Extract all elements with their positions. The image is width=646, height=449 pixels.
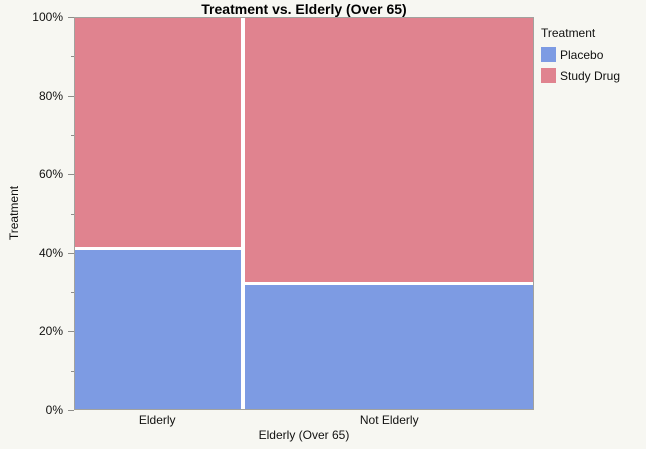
y-tick-mark-major — [68, 410, 74, 411]
y-tick-label: 0% — [45, 403, 63, 417]
mosaic-plot — [74, 17, 534, 410]
y-tick-label: 80% — [38, 89, 63, 103]
y-tick-mark-major — [68, 96, 74, 97]
y-tick-mark-major — [68, 17, 74, 18]
y-tick-label: 60% — [38, 167, 63, 181]
legend: Treatment Placebo Study Drug — [541, 26, 643, 89]
mosaic-cell-not-elderly-study-drug[interactable] — [244, 18, 533, 282]
y-tick-mark-major — [68, 331, 74, 332]
legend-item-study-drug[interactable]: Study Drug — [541, 68, 643, 83]
y-tick-label: 20% — [38, 324, 63, 338]
mosaic-column-elderly — [75, 18, 241, 409]
placebo-color-swatch-icon — [541, 47, 556, 62]
chart-title: Treatment vs. Elderly (Over 65) — [201, 1, 407, 17]
x-category-label-not-elderly: Not Elderly — [359, 413, 419, 427]
y-tick-label: 100% — [32, 10, 63, 24]
x-category-label-elderly: Elderly — [138, 413, 176, 427]
y-tick-label: 40% — [38, 246, 63, 260]
study-drug-color-swatch-icon — [541, 68, 556, 83]
y-tick-mark-minor — [71, 292, 74, 293]
legend-item-label: Placebo — [560, 47, 604, 62]
x-axis-title: Elderly (Over 65) — [258, 428, 350, 442]
y-tick-mark-major — [68, 253, 74, 254]
y-tick-mark-minor — [71, 135, 74, 136]
mosaic-cell-elderly-placebo[interactable] — [75, 249, 241, 409]
y-tick-mark-minor — [71, 56, 74, 57]
legend-title: Treatment — [541, 26, 596, 40]
y-tick-mark-minor — [71, 371, 74, 372]
legend-item-label: Study Drug — [560, 68, 621, 83]
y-tick-mark-major — [68, 174, 74, 175]
legend-item-placebo[interactable]: Placebo — [541, 47, 643, 62]
mosaic-column-not-elderly — [244, 18, 533, 409]
y-axis-ticks: 0% 20% 40% 60% 80% 100% — [0, 10, 74, 417]
y-tick-mark-minor — [71, 214, 74, 215]
mosaic-cell-elderly-study-drug[interactable] — [75, 18, 241, 247]
x-category-labels: Elderly Not Elderly — [74, 413, 534, 428]
mosaic-cell-not-elderly-placebo[interactable] — [244, 284, 533, 409]
